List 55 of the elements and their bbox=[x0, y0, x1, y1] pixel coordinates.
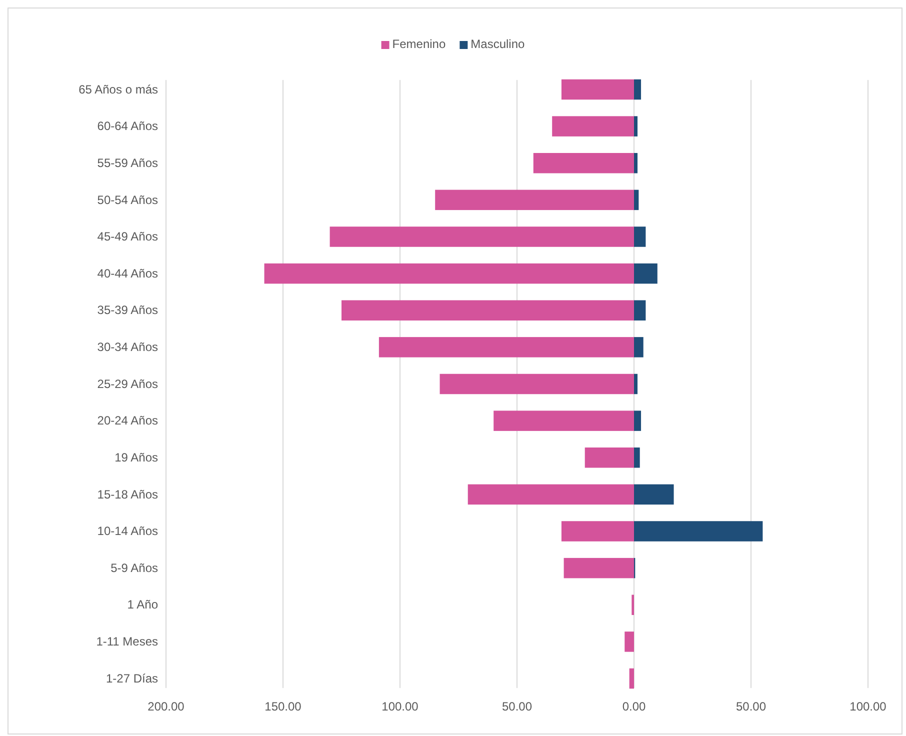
bar bbox=[533, 152, 634, 174]
bar bbox=[634, 263, 658, 284]
y-tick-label: 40-44 Años bbox=[97, 266, 158, 280]
bar bbox=[440, 374, 634, 394]
bar bbox=[561, 521, 634, 542]
bar bbox=[264, 263, 634, 284]
bar bbox=[330, 226, 634, 247]
y-tick-label: 65 Años o más bbox=[78, 82, 158, 96]
y-tick-label: 50-54 Años bbox=[97, 192, 158, 207]
bar bbox=[634, 226, 646, 247]
bar bbox=[629, 668, 634, 689]
bar bbox=[634, 374, 638, 394]
y-tick-label: 20-24 Años bbox=[97, 414, 158, 428]
y-tick-label: 25-29 Años bbox=[97, 376, 158, 391]
bar bbox=[634, 79, 642, 100]
x-tick-label: 100.00 bbox=[382, 700, 419, 714]
x-tick-label: 200.00 bbox=[148, 700, 185, 714]
y-tick-label: 10-14 Años bbox=[97, 524, 158, 538]
y-tick-label: 1-27 Días bbox=[106, 671, 158, 686]
y-tick-label: 19 Años bbox=[114, 450, 158, 464]
y-tick-label: 30-34 Años bbox=[97, 340, 158, 354]
bar bbox=[634, 521, 763, 542]
x-tick-label: 0.00 bbox=[622, 700, 646, 714]
bar bbox=[634, 152, 638, 174]
y-tick-label: 1 Año bbox=[127, 598, 158, 612]
bar bbox=[435, 190, 634, 210]
bar bbox=[342, 300, 634, 320]
legend-label: Femenino bbox=[392, 37, 446, 51]
bar bbox=[468, 484, 634, 505]
x-tick-label: 100.00 bbox=[850, 700, 887, 714]
y-tick-label: 15-18 Años bbox=[97, 487, 158, 502]
bar bbox=[634, 190, 639, 210]
bar bbox=[561, 79, 634, 100]
y-tick-label: 60-64 Años bbox=[97, 119, 158, 134]
bar bbox=[634, 484, 674, 505]
bar bbox=[634, 300, 646, 320]
x-tick-label: 50.00 bbox=[736, 700, 766, 714]
bar bbox=[494, 410, 634, 431]
bar bbox=[378, 337, 634, 358]
y-tick-label: 55-59 Años bbox=[97, 156, 158, 170]
bar bbox=[584, 448, 634, 468]
y-tick-label: 5-9 Años bbox=[110, 560, 158, 575]
bar bbox=[564, 558, 634, 578]
y-tick-label: 35-39 Años bbox=[97, 303, 158, 318]
bar bbox=[624, 632, 634, 652]
y-tick-label: 45-49 Años bbox=[97, 230, 158, 244]
bar bbox=[634, 410, 642, 431]
bar bbox=[634, 337, 644, 358]
bar bbox=[634, 116, 638, 136]
bar bbox=[634, 448, 640, 468]
y-tick-label: 1-11 Meses bbox=[96, 634, 158, 649]
legend-label: Masculino bbox=[470, 37, 526, 51]
bar bbox=[552, 116, 634, 136]
x-tick-label: 150.00 bbox=[264, 700, 302, 714]
x-tick-label: 50.00 bbox=[502, 700, 532, 714]
